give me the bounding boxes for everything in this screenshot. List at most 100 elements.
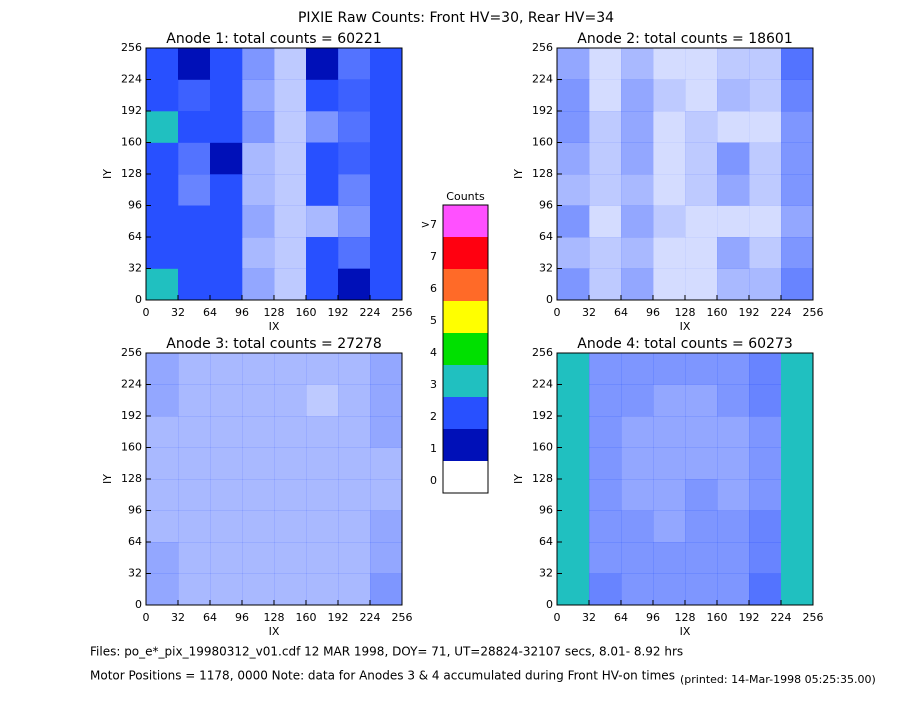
y-tick-label: 128 — [532, 472, 553, 485]
colorbar-box — [443, 301, 488, 333]
heat-cell — [370, 479, 403, 511]
heat-cell — [653, 237, 686, 269]
heat-cell — [717, 416, 750, 448]
heat-cell — [178, 510, 211, 543]
heat-cell — [178, 79, 211, 112]
y-tick-label: 128 — [121, 167, 142, 180]
heat-cell — [146, 48, 179, 80]
x-tick-label: 192 — [739, 306, 760, 319]
x-tick-label: 256 — [803, 306, 824, 319]
heat-cell — [338, 416, 371, 448]
heat-cell — [685, 353, 718, 385]
x-tick-label: 128 — [675, 306, 696, 319]
heat-cell — [685, 479, 718, 511]
x-tick-label: 32 — [582, 611, 596, 624]
heat-cell — [685, 268, 718, 301]
y-tick-label: 0 — [546, 293, 553, 306]
heat-cell — [621, 111, 654, 143]
panel-title: Anode 4: total counts = 60273 — [577, 336, 792, 352]
heat-cell — [242, 268, 275, 301]
heat-cell — [749, 174, 782, 206]
x-tick-label: 64 — [203, 611, 217, 624]
y-tick-label: 32 — [128, 262, 142, 275]
colorbar-label: 2 — [430, 410, 437, 423]
heat-cell — [242, 142, 275, 175]
x-tick-label: 0 — [554, 611, 561, 624]
heat-cell — [274, 237, 307, 269]
heat-cell — [306, 237, 339, 269]
heat-cell — [685, 447, 718, 480]
x-tick-label: 256 — [803, 611, 824, 624]
heat-cell — [557, 48, 590, 80]
y-tick-label: 96 — [539, 199, 553, 212]
colorbar-box — [443, 397, 488, 429]
heat-cell — [306, 111, 339, 143]
heat-cell — [621, 142, 654, 175]
heat-cell — [749, 384, 782, 417]
heat-cell — [210, 479, 243, 511]
heat-cell — [146, 447, 179, 480]
x-tick-label: 128 — [264, 306, 285, 319]
x-tick-label: 0 — [143, 306, 150, 319]
x-tick-label: 192 — [328, 611, 349, 624]
heat-cell — [146, 479, 179, 511]
heat-cell — [370, 111, 403, 143]
heat-cell — [621, 542, 654, 574]
heat-cell — [621, 79, 654, 112]
y-tick-label: 64 — [128, 535, 142, 548]
heat-cell — [146, 416, 179, 448]
panel-title: Anode 1: total counts = 60221 — [166, 31, 381, 47]
colorbar-label: 0 — [430, 474, 437, 487]
heat-cell — [274, 268, 307, 301]
footer-motor: Motor Positions = 1178, 0000 Note: data … — [90, 669, 675, 683]
y-tick-label: 160 — [532, 136, 553, 149]
heat-cell — [557, 510, 590, 543]
heat-cell — [178, 48, 211, 80]
y-tick-label: 160 — [121, 136, 142, 149]
y-tick-label: 32 — [128, 567, 142, 580]
heat-cell — [370, 510, 403, 543]
y-tick-label: 192 — [532, 104, 553, 117]
heat-cell — [781, 479, 814, 511]
heat-cell — [274, 205, 307, 238]
heat-cell — [717, 268, 750, 301]
y-tick-label: 128 — [121, 472, 142, 485]
heat-cell — [781, 79, 814, 112]
heat-cell — [210, 142, 243, 175]
heat-cell — [717, 205, 750, 238]
heat-cell — [749, 79, 782, 112]
heat-cell — [749, 111, 782, 143]
heat-cell — [557, 573, 590, 606]
heat-cell — [178, 479, 211, 511]
heat-cell — [242, 205, 275, 238]
y-axis-label: IY — [101, 474, 114, 484]
y-tick-label: 64 — [539, 535, 553, 548]
heat-cell — [621, 237, 654, 269]
heat-cell — [653, 479, 686, 511]
heat-cell — [370, 205, 403, 238]
heat-cell — [749, 479, 782, 511]
heat-cell — [306, 416, 339, 448]
heat-cell — [242, 353, 275, 385]
heat-cell — [621, 510, 654, 543]
heat-cell — [146, 510, 179, 543]
x-axis-label: IX — [680, 625, 691, 638]
x-tick-label: 224 — [771, 611, 792, 624]
x-tick-label: 128 — [675, 611, 696, 624]
heat-cell — [749, 447, 782, 480]
heat-cell — [621, 416, 654, 448]
heat-cell — [178, 205, 211, 238]
heat-cell — [146, 542, 179, 574]
heat-cell — [370, 174, 403, 206]
heat-cell — [306, 174, 339, 206]
heat-cell — [178, 384, 211, 417]
heat-cell — [242, 447, 275, 480]
heat-cell — [210, 174, 243, 206]
heat-cell — [557, 142, 590, 175]
heat-cell — [749, 510, 782, 543]
y-tick-label: 96 — [128, 504, 142, 517]
y-tick-label: 64 — [128, 230, 142, 243]
heat-cell — [338, 384, 371, 417]
y-tick-label: 256 — [532, 346, 553, 359]
colorbar-box — [443, 333, 488, 365]
